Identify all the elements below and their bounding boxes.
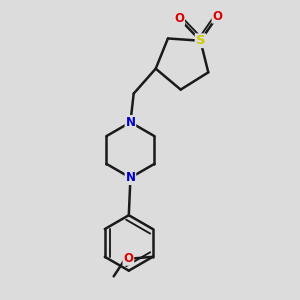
Text: O: O	[123, 252, 134, 265]
Text: N: N	[125, 171, 135, 184]
Text: O: O	[212, 10, 222, 23]
Text: S: S	[196, 34, 205, 47]
Text: N: N	[125, 116, 135, 129]
Text: O: O	[174, 12, 184, 25]
